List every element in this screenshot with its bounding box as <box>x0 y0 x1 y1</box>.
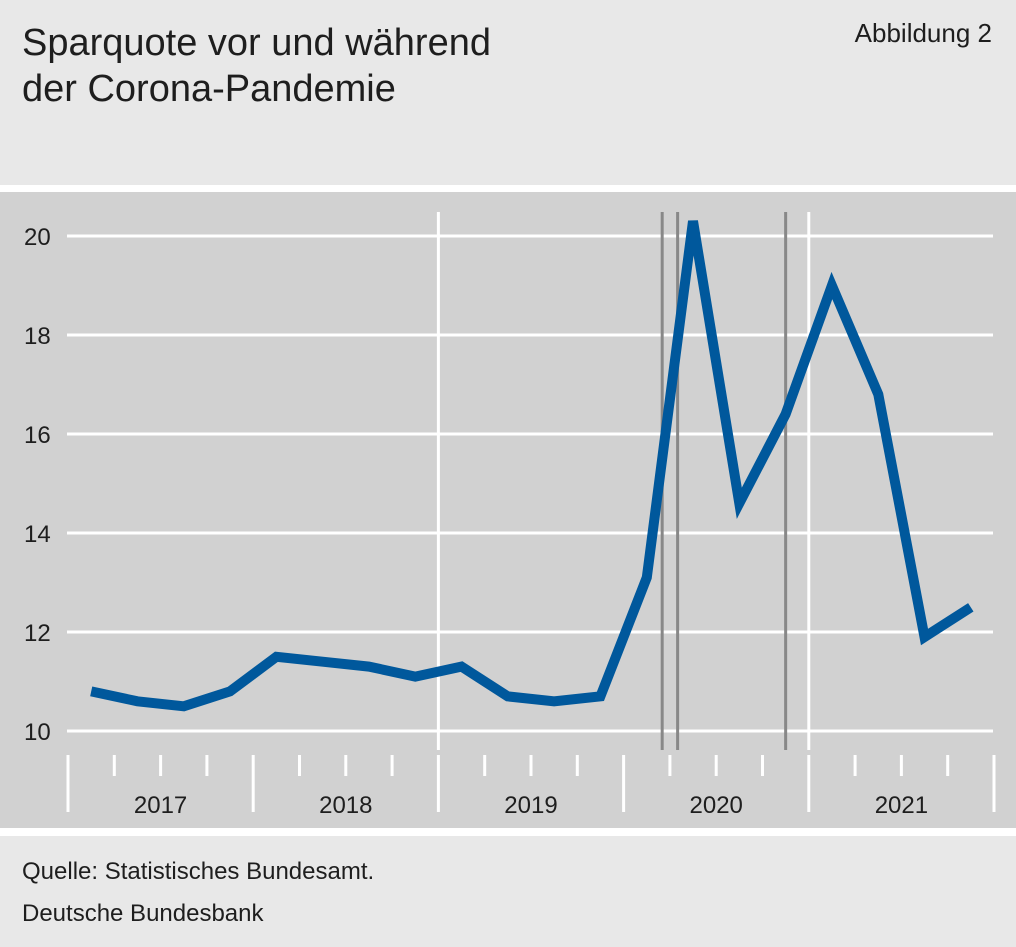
top-divider <box>0 185 1016 192</box>
bottom-divider <box>0 828 1016 836</box>
y-tick-label: 14 <box>24 521 51 548</box>
chart-title-line-1: Sparquote vor und während <box>22 22 491 64</box>
chart-title: Sparquote vor und während der Corona-Pan… <box>22 20 722 112</box>
source-note: Quelle: Statistisches Bundesamt. <box>22 858 375 885</box>
y-tick-label: 18 <box>24 323 51 350</box>
figure-number: Abbildung 2 <box>854 18 992 48</box>
publisher-note: Deutsche Bundesbank <box>22 900 264 927</box>
chart-title-line-2: der Corona-Pandemie <box>22 68 396 110</box>
y-tick-label: 10 <box>24 719 51 746</box>
x-tick-label: 2019 <box>504 792 557 819</box>
x-tick-label: 2017 <box>134 792 187 819</box>
plot-area <box>0 192 1016 828</box>
x-tick-label: 2020 <box>690 792 743 819</box>
series-line-sparquote <box>90 220 974 712</box>
x-tick-label: 2021 <box>875 792 928 819</box>
x-tick-label: 2018 <box>319 792 372 819</box>
y-tick-label: 20 <box>24 224 51 251</box>
y-tick-label: 16 <box>24 422 51 449</box>
y-tick-label: 12 <box>24 620 51 647</box>
